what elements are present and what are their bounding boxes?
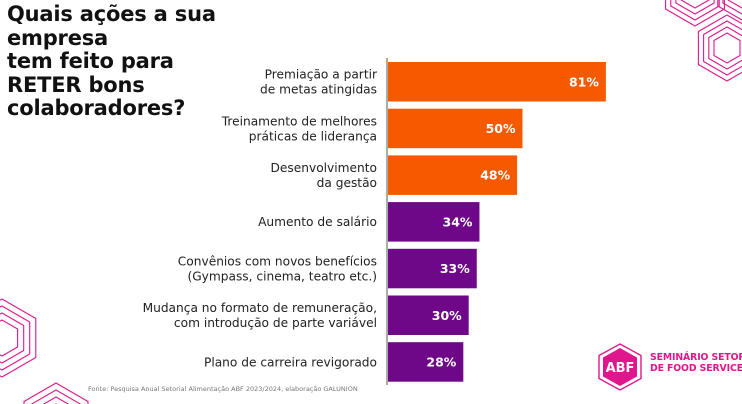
hexagon-outline <box>0 298 37 378</box>
bar <box>388 295 469 335</box>
category-label-line: Convênios com novos benefícios <box>178 254 377 268</box>
bar-value-label: 81% <box>569 74 599 89</box>
category-label-line: com introdução de parte variável <box>174 316 377 330</box>
category-label-line: de metas atingidas <box>260 83 377 97</box>
bar-value-label: 28% <box>426 354 456 369</box>
category-label-line: Aumento de salário <box>258 215 377 229</box>
hexagon-outline <box>713 32 741 64</box>
hexagon-outline <box>675 0 715 15</box>
category-label-line: (Gympass, cinema, teatro etc.) <box>187 269 377 283</box>
hexagon-outline <box>708 26 742 70</box>
bar <box>388 108 523 149</box>
hexagon-outline <box>0 305 31 371</box>
abf-badge-text: ABF <box>606 361 635 376</box>
event-name: SEMINÁRIO SETORIAL DE FOOD SERVICE <box>650 352 742 374</box>
bar-value-label: 50% <box>486 121 516 136</box>
title-line: RETER bons <box>7 72 145 97</box>
category-label-line: Premiação a partir <box>265 68 378 82</box>
hexagon-outline <box>670 0 720 21</box>
bar-value-label: 33% <box>440 261 470 276</box>
category-label-line: Treinamento de melhores <box>221 114 377 128</box>
source-note: Fonte: Pesquisa Anual Setorial Alimentaç… <box>88 385 358 393</box>
bar-value-label: 48% <box>480 168 510 183</box>
hexagon-outline <box>23 382 89 404</box>
title-line: Quais ações a sua empresa <box>7 2 216 50</box>
hexagon-outline <box>0 312 25 364</box>
slide-title: Quais ações a sua empresa tem feito para… <box>7 2 307 121</box>
category-label: Convênios com novos benefícios (Gympass, … <box>178 254 377 283</box>
hexagon-outline <box>0 319 19 357</box>
category-label: Premiação a partir de metas atingidas <box>260 68 378 97</box>
bar <box>388 202 480 242</box>
category-label: Aumento de salário <box>258 215 377 229</box>
category-label: Mudança no formato de remuneração, com in… <box>143 301 377 330</box>
hexagon-outline <box>680 0 710 9</box>
hexagon-outline <box>697 14 742 82</box>
bar <box>388 62 606 102</box>
category-label-line: Desenvolvimento <box>271 161 377 175</box>
bar <box>388 342 464 382</box>
category-label: Desenvolvimento da gestão <box>271 161 377 190</box>
abf-badge-icon: ABF <box>598 343 642 391</box>
category-label: Plano de carreira revigorado <box>204 355 377 369</box>
title-line: colaboradores? <box>7 96 186 120</box>
category-label: Treinamento de melhores práticas de lider… <box>221 114 377 143</box>
abf-logo: ABF SEMINÁRIO SETORIAL DE FOOD SERVICE <box>594 343 742 393</box>
bar-value-label: 34% <box>443 214 473 229</box>
category-label-line: Plano de carreira revigorado <box>204 355 377 369</box>
category-label-line: Mudança no formato de remuneração, <box>143 301 377 315</box>
bar-value-label: 30% <box>432 308 462 323</box>
event-name-line1: SEMINÁRIO SETORIAL <box>650 352 742 363</box>
title-line: tem feito para <box>7 49 174 73</box>
hexagon-outline <box>703 20 742 76</box>
bar <box>388 248 477 289</box>
hexagon-outline <box>665 0 725 27</box>
event-name-line2: DE FOOD SERVICE <box>650 363 742 374</box>
category-label-line: da gestão <box>317 176 377 190</box>
bar <box>388 155 518 195</box>
category-label-line: práticas de liderança <box>249 129 377 143</box>
